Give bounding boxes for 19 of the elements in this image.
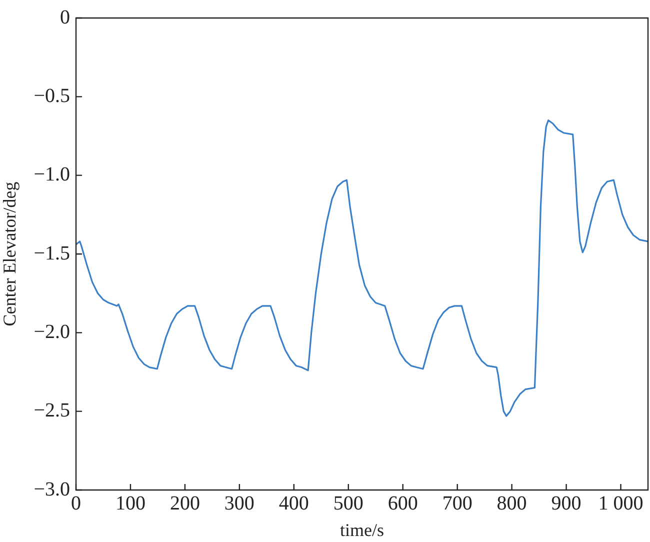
x-tick-label: 200 bbox=[170, 492, 200, 514]
x-tick-label: 900 bbox=[551, 492, 582, 514]
y-tick-label: −1.5 bbox=[34, 242, 70, 264]
x-tick-label: 400 bbox=[278, 492, 309, 514]
x-axis-title: time/s bbox=[340, 520, 384, 540]
y-tick-label: −2.5 bbox=[34, 400, 70, 422]
x-tick-label: 300 bbox=[224, 492, 254, 514]
y-tick-label: −3.0 bbox=[34, 478, 70, 500]
x-tick-label: 1 000 bbox=[598, 492, 644, 514]
x-tick-label: 700 bbox=[442, 492, 472, 514]
x-tick-label: 100 bbox=[115, 492, 146, 514]
y-axis-title: Center Elevator/deg bbox=[0, 182, 20, 326]
y-tick-label: 0 bbox=[60, 6, 70, 28]
x-tick-label: 600 bbox=[388, 492, 418, 514]
y-tick-label: −0.5 bbox=[34, 84, 70, 107]
x-tick-label: 500 bbox=[333, 492, 364, 514]
y-tick-label: −2.0 bbox=[34, 320, 70, 343]
x-tick-label: 800 bbox=[496, 492, 527, 514]
y-tick-label: −1.0 bbox=[34, 164, 70, 186]
